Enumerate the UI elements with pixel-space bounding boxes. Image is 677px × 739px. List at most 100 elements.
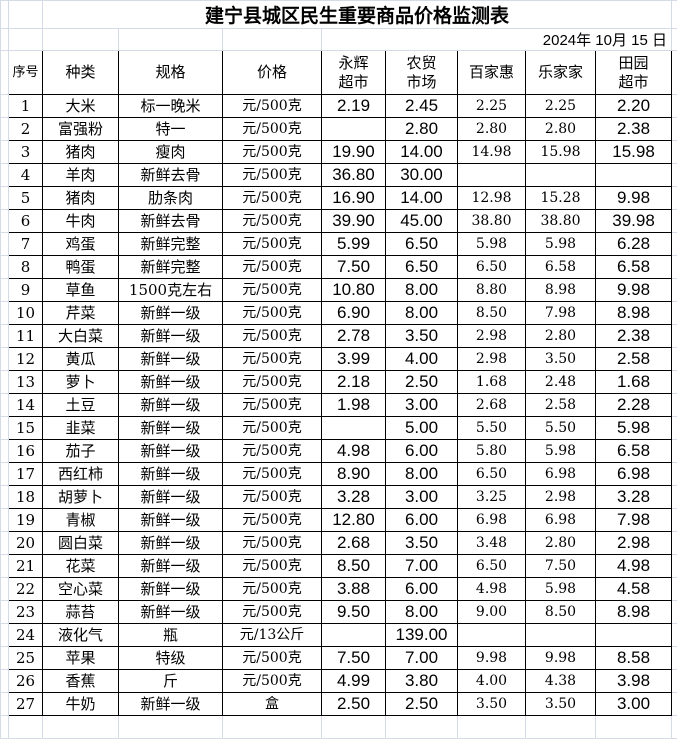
cell-category[interactable]: 青椒	[43, 509, 119, 532]
cell-nongmao[interactable]: 2.80	[386, 118, 458, 141]
cell-index[interactable]: 11	[9, 325, 43, 348]
cell-category[interactable]: 黄瓜	[43, 348, 119, 371]
cell-index[interactable]: 19	[9, 509, 43, 532]
cell-tianyuan[interactable]: 2.38	[596, 118, 672, 141]
blank-cell[interactable]	[672, 95, 677, 118]
header-index[interactable]: 序号	[9, 51, 43, 95]
blank-cell[interactable]	[672, 555, 677, 578]
cell-yonghui[interactable]: 36.80	[322, 164, 386, 187]
blank-cell[interactable]	[9, 1, 43, 29]
cell-index[interactable]: 15	[9, 417, 43, 440]
cell-baijiahui[interactable]	[458, 624, 526, 647]
cell-spec[interactable]: 新鲜一级	[119, 578, 223, 601]
blank-cell[interactable]	[322, 716, 386, 739]
blank-cell[interactable]	[672, 233, 677, 256]
blank-cell[interactable]	[672, 532, 677, 555]
cell-tianyuan[interactable]: 1.68	[596, 371, 672, 394]
blank-cell[interactable]	[386, 716, 458, 739]
blank-cell[interactable]	[119, 29, 223, 51]
cell-spec[interactable]: 新鲜一级	[119, 486, 223, 509]
blank-cell[interactable]	[672, 601, 677, 624]
cell-tianyuan[interactable]: 8.98	[596, 601, 672, 624]
cell-category[interactable]: 土豆	[43, 394, 119, 417]
cell-spec[interactable]: 肋条肉	[119, 187, 223, 210]
cell-lejiajia[interactable]: 15.98	[526, 141, 596, 164]
cell-index[interactable]: 23	[9, 601, 43, 624]
cell-spec[interactable]: 新鲜一级	[119, 555, 223, 578]
cell-yonghui[interactable]: 2.19	[322, 95, 386, 118]
cell-index[interactable]: 16	[9, 440, 43, 463]
cell-spec[interactable]: 新鲜一级	[119, 463, 223, 486]
blank-cell[interactable]	[672, 371, 677, 394]
header-baijiahui[interactable]: 百家惠	[458, 51, 526, 95]
cell-spec[interactable]: 新鲜去骨	[119, 210, 223, 233]
cell-unit[interactable]: 元/500克	[223, 279, 322, 302]
cell-lejiajia[interactable]: 2.48	[526, 371, 596, 394]
cell-nongmao[interactable]: 3.50	[386, 325, 458, 348]
cell-spec[interactable]: 1500克左右	[119, 279, 223, 302]
cell-unit[interactable]: 元/500克	[223, 463, 322, 486]
cell-yonghui[interactable]: 7.50	[322, 256, 386, 279]
cell-unit[interactable]: 元/500克	[223, 532, 322, 555]
blank-cell[interactable]	[119, 716, 223, 739]
cell-unit[interactable]: 元/500克	[223, 647, 322, 670]
cell-category[interactable]: 猪肉	[43, 187, 119, 210]
cell-category[interactable]: 韭菜	[43, 417, 119, 440]
cell-index[interactable]: 14	[9, 394, 43, 417]
cell-unit[interactable]: 元/500克	[223, 417, 322, 440]
cell-category[interactable]: 大米	[43, 95, 119, 118]
cell-baijiahui[interactable]: 3.48	[458, 532, 526, 555]
cell-nongmao[interactable]: 6.00	[386, 509, 458, 532]
cell-category[interactable]: 苹果	[43, 647, 119, 670]
cell-category[interactable]: 牛奶	[43, 693, 119, 716]
cell-spec[interactable]: 新鲜一级	[119, 532, 223, 555]
cell-baijiahui[interactable]: 12.98	[458, 187, 526, 210]
cell-tianyuan[interactable]: 15.98	[596, 141, 672, 164]
blank-cell[interactable]	[1, 716, 9, 739]
cell-tianyuan[interactable]: 4.58	[596, 578, 672, 601]
cell-yonghui[interactable]: 39.90	[322, 210, 386, 233]
cell-baijiahui[interactable]: 3.25	[458, 486, 526, 509]
cell-yonghui[interactable]: 3.99	[322, 348, 386, 371]
cell-unit[interactable]: 元/500克	[223, 233, 322, 256]
cell-tianyuan[interactable]	[596, 164, 672, 187]
cell-nongmao[interactable]: 2.45	[386, 95, 458, 118]
cell-baijiahui[interactable]: 38.80	[458, 210, 526, 233]
blank-cell[interactable]	[672, 29, 677, 51]
cell-lejiajia[interactable]: 3.50	[526, 348, 596, 371]
cell-tianyuan[interactable]: 9.98	[596, 279, 672, 302]
cell-nongmao[interactable]: 139.00	[386, 624, 458, 647]
cell-spec[interactable]: 新鲜一级	[119, 371, 223, 394]
cell-unit[interactable]: 元/500克	[223, 555, 322, 578]
cell-lejiajia[interactable]: 2.58	[526, 394, 596, 417]
cell-nongmao[interactable]: 6.50	[386, 256, 458, 279]
cell-lejiajia[interactable]: 2.98	[526, 486, 596, 509]
cell-tianyuan[interactable]: 8.98	[596, 302, 672, 325]
blank-cell[interactable]	[672, 624, 677, 647]
blank-cell[interactable]	[672, 348, 677, 371]
cell-unit[interactable]: 元/500克	[223, 325, 322, 348]
cell-nongmao[interactable]: 6.50	[386, 233, 458, 256]
blank-cell[interactable]	[672, 141, 677, 164]
cell-baijiahui[interactable]: 6.98	[458, 509, 526, 532]
cell-yonghui[interactable]: 3.88	[322, 578, 386, 601]
header-tianyuan[interactable]: 田园超市	[596, 51, 672, 95]
cell-category[interactable]: 大白菜	[43, 325, 119, 348]
cell-lejiajia[interactable]: 6.98	[526, 463, 596, 486]
cell-nongmao[interactable]: 7.00	[386, 555, 458, 578]
cell-lejiajia[interactable]: 8.50	[526, 601, 596, 624]
cell-category[interactable]: 茄子	[43, 440, 119, 463]
blank-cell[interactable]	[672, 164, 677, 187]
cell-spec[interactable]: 瘦肉	[119, 141, 223, 164]
cell-spec[interactable]: 新鲜一级	[119, 509, 223, 532]
cell-nongmao[interactable]: 4.00	[386, 348, 458, 371]
cell-unit[interactable]: 元/500克	[223, 394, 322, 417]
cell-index[interactable]: 8	[9, 256, 43, 279]
cell-unit[interactable]: 元/500克	[223, 95, 322, 118]
blank-cell[interactable]	[672, 693, 677, 716]
cell-unit[interactable]: 元/500克	[223, 256, 322, 279]
blank-cell[interactable]	[672, 256, 677, 279]
cell-lejiajia[interactable]: 7.50	[526, 555, 596, 578]
cell-category[interactable]: 牛肉	[43, 210, 119, 233]
cell-yonghui[interactable]	[322, 417, 386, 440]
